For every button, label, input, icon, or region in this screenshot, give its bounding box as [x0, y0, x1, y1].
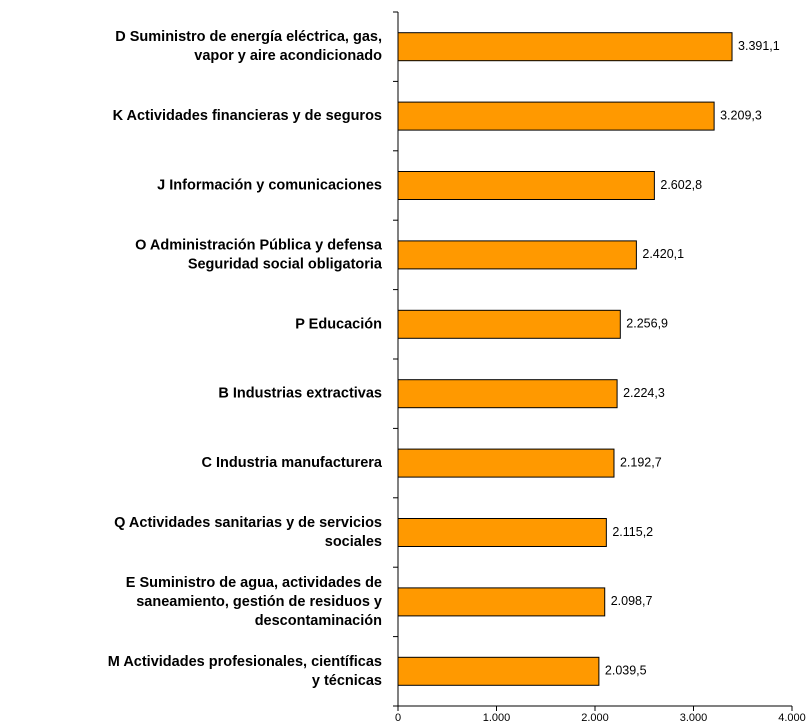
category-label: Q Actividades sanitarias y de servicios s… [114, 515, 382, 550]
category-label: D Suministro de energía eléctrica, gas, v… [115, 29, 382, 64]
category-label: B Industrias extractivas [218, 386, 382, 402]
value-label: 2.192,7 [620, 455, 662, 469]
bar [397, 518, 607, 547]
value-label: 2.256,9 [626, 317, 668, 331]
value-label: 2.039,5 [605, 664, 647, 678]
bar [397, 448, 615, 478]
category-label-line: J Información y comunicaciones [157, 177, 382, 193]
x-tick-label: 1.000 [483, 712, 511, 724]
value-label: 2.115,2 [612, 525, 653, 539]
category-label-line: M Actividades profesionales, científicas [108, 654, 382, 670]
bar [397, 379, 618, 409]
bar [397, 171, 655, 200]
x-tick-label: 3.000 [680, 712, 708, 724]
category-label-line: P Educación [295, 316, 382, 332]
bar [397, 309, 621, 339]
category-label-line: saneamiento, gestión de residuos y [136, 594, 382, 610]
category-label-line: C Industria manufacturera [202, 455, 383, 471]
value-label: 2.224,3 [623, 386, 665, 400]
bar [397, 587, 606, 617]
category-label: P Educación [295, 316, 382, 332]
value-label: 3.391,1 [738, 39, 780, 53]
category-label-line: Seguridad social obligatoria [188, 256, 383, 272]
value-label: 2.420,1 [642, 247, 684, 261]
category-label-line: Q Actividades sanitarias y de servicios [114, 515, 382, 531]
x-tick-label: 4.000 [778, 712, 806, 724]
category-label-line: D Suministro de energía eléctrica, gas, [115, 29, 382, 45]
bar [397, 101, 715, 131]
category-label: C Industria manufacturera [202, 455, 383, 471]
value-label: 2.098,7 [611, 594, 653, 608]
category-label: M Actividades profesionales, científicas… [108, 654, 382, 689]
category-label-line: vapor y aire acondicionado [194, 48, 382, 64]
value-label: 2.602,8 [660, 178, 702, 192]
category-label: E Suministro de agua, actividades de sane… [126, 575, 382, 629]
category-label-line: O Administración Pública y defensa [135, 237, 383, 253]
category-label: J Información y comunicaciones [157, 177, 382, 193]
category-label-line: descontaminación [255, 613, 382, 629]
bar [397, 240, 637, 270]
category-label-line: sociales [325, 534, 382, 550]
x-tick-label: 0 [395, 712, 401, 724]
category-label: O Administración Pública y defensa Seguri… [135, 237, 383, 272]
bar [397, 656, 600, 686]
x-tick-label: 2.000 [581, 712, 609, 724]
category-label-line: B Industrias extractivas [218, 386, 382, 402]
bar [397, 32, 733, 62]
category-label: K Actividades financieras y de seguros [113, 108, 382, 124]
category-label-line: y técnicas [312, 673, 382, 689]
category-label-line: E Suministro de agua, actividades de [126, 575, 382, 591]
category-label-line: K Actividades financieras y de seguros [113, 108, 382, 124]
value-label: 3.209,3 [720, 108, 762, 122]
